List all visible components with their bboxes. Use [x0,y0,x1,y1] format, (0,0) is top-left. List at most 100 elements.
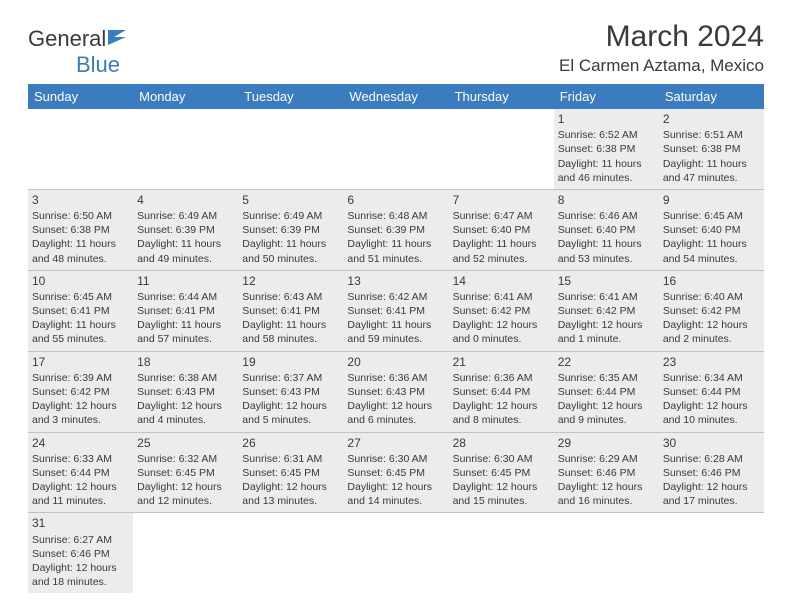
daylight-text: Daylight: 11 hours and 55 minutes. [32,318,129,346]
sunset-text: Sunset: 6:39 PM [242,223,339,237]
sunset-text: Sunset: 6:46 PM [32,547,129,561]
calendar-day-cell [238,513,343,593]
sunrise-text: Sunrise: 6:33 AM [32,452,129,466]
day-header: Monday [133,84,238,109]
sunset-text: Sunset: 6:44 PM [558,385,655,399]
calendar-day-cell: 22Sunrise: 6:35 AMSunset: 6:44 PMDayligh… [554,351,659,432]
sunrise-text: Sunrise: 6:46 AM [558,209,655,223]
daylight-text: Daylight: 12 hours and 3 minutes. [32,399,129,427]
day-number: 25 [137,435,234,451]
calendar-week-row: 10Sunrise: 6:45 AMSunset: 6:41 PMDayligh… [28,270,764,351]
sunset-text: Sunset: 6:42 PM [32,385,129,399]
location: El Carmen Aztama, Mexico [559,56,764,76]
daylight-text: Daylight: 12 hours and 4 minutes. [137,399,234,427]
sunrise-text: Sunrise: 6:31 AM [242,452,339,466]
day-number: 10 [32,273,129,289]
daylight-text: Daylight: 12 hours and 13 minutes. [242,480,339,508]
calendar-day-cell: 30Sunrise: 6:28 AMSunset: 6:46 PMDayligh… [659,432,764,513]
sunset-text: Sunset: 6:44 PM [663,385,760,399]
calendar-day-cell: 16Sunrise: 6:40 AMSunset: 6:42 PMDayligh… [659,270,764,351]
calendar-day-cell [28,109,133,189]
day-number: 28 [453,435,550,451]
sunset-text: Sunset: 6:42 PM [558,304,655,318]
sunset-text: Sunset: 6:41 PM [137,304,234,318]
calendar-day-cell: 18Sunrise: 6:38 AMSunset: 6:43 PMDayligh… [133,351,238,432]
daylight-text: Daylight: 11 hours and 58 minutes. [242,318,339,346]
day-header: Wednesday [343,84,448,109]
calendar-week-row: 1Sunrise: 6:52 AM Sunset: 6:38 PMDaylight… [28,109,764,189]
calendar-day-cell [133,513,238,593]
calendar-day-cell: 3Sunrise: 6:50 AMSunset: 6:38 PMDaylight… [28,189,133,270]
title-block: March 2024 El Carmen Aztama, Mexico [559,20,764,76]
sunrise-text: Sunrise: 6:32 AM [137,452,234,466]
day-header: Tuesday [238,84,343,109]
daylight-text: Daylight: 12 hours and 17 minutes. [663,480,760,508]
day-number: 11 [137,273,234,289]
sunrise-text: Sunrise: 6:30 AM [347,452,444,466]
sunset-text: Sunset: 6:45 PM [242,466,339,480]
day-header-row: Sunday Monday Tuesday Wednesday Thursday… [28,84,764,109]
daylight-text: Daylight: 12 hours and 18 minutes. [32,561,129,589]
day-number: 7 [453,192,550,208]
sunset-text: Sunset: 6:44 PM [453,385,550,399]
sunrise-text: Sunrise: 6:44 AM [137,290,234,304]
day-number: 5 [242,192,339,208]
daylight-text: Daylight: 12 hours and 8 minutes. [453,399,550,427]
sunrise-text: Sunrise: 6:49 AM [137,209,234,223]
day-number: 21 [453,354,550,370]
calendar-day-cell: 1Sunrise: 6:52 AMSunset: 6:38 PMDaylight… [554,109,659,189]
daylight-text: Daylight: 12 hours and 9 minutes. [558,399,655,427]
calendar-day-cell [449,109,554,189]
day-number: 19 [242,354,339,370]
sunset-text: Sunset: 6:45 PM [137,466,234,480]
calendar-week-row: 31Sunrise: 6:27 AMSunset: 6:46 PMDayligh… [28,513,764,593]
sunrise-text: Sunrise: 6:47 AM [453,209,550,223]
day-header: Saturday [659,84,764,109]
calendar-day-cell: 6Sunrise: 6:48 AMSunset: 6:39 PMDaylight… [343,189,448,270]
day-number: 3 [32,192,129,208]
logo-text: General Blue [28,26,130,78]
sunrise-text: Sunrise: 6:49 AM [242,209,339,223]
daylight-text: Daylight: 11 hours and 54 minutes. [663,237,760,265]
daylight-text: Daylight: 11 hours and 48 minutes. [32,237,129,265]
logo-flag-icon [108,26,130,52]
day-number: 23 [663,354,760,370]
sunset-text: Sunset: 6:45 PM [347,466,444,480]
daylight-text: Daylight: 11 hours and 47 minutes. [663,157,760,185]
calendar-day-cell: 10Sunrise: 6:45 AMSunset: 6:41 PMDayligh… [28,270,133,351]
sunrise-text: Sunrise: 6:27 AM [32,533,129,547]
day-number: 9 [663,192,760,208]
daylight-text: Daylight: 11 hours and 51 minutes. [347,237,444,265]
daylight-text: Daylight: 11 hours and 53 minutes. [558,237,655,265]
sunset-text: Sunset: 6:46 PM [663,466,760,480]
day-number: 8 [558,192,655,208]
day-number: 18 [137,354,234,370]
calendar-day-cell [343,513,448,593]
calendar-day-cell: 21Sunrise: 6:36 AMSunset: 6:44 PMDayligh… [449,351,554,432]
sunset-text: Sunset: 6:40 PM [558,223,655,237]
daylight-text: Daylight: 11 hours and 59 minutes. [347,318,444,346]
calendar-day-cell: 25Sunrise: 6:32 AMSunset: 6:45 PMDayligh… [133,432,238,513]
day-number: 15 [558,273,655,289]
sunrise-text: Sunrise: 6:52 AM [558,128,655,142]
calendar-day-cell [659,513,764,593]
sunrise-text: Sunrise: 6:34 AM [663,371,760,385]
sunrise-text: Sunrise: 6:51 AM [663,128,760,142]
sunset-text: Sunset: 6:38 PM [663,142,760,156]
day-number: 6 [347,192,444,208]
day-number: 1 [558,111,655,127]
daylight-text: Daylight: 12 hours and 2 minutes. [663,318,760,346]
day-number: 27 [347,435,444,451]
sunrise-text: Sunrise: 6:43 AM [242,290,339,304]
daylight-text: Daylight: 12 hours and 0 minutes. [453,318,550,346]
sunrise-text: Sunrise: 6:36 AM [453,371,550,385]
sunrise-text: Sunrise: 6:37 AM [242,371,339,385]
sunset-text: Sunset: 6:41 PM [242,304,339,318]
calendar-day-cell: 12Sunrise: 6:43 AMSunset: 6:41 PMDayligh… [238,270,343,351]
sunset-text: Sunset: 6:41 PM [32,304,129,318]
daylight-text: Daylight: 12 hours and 14 minutes. [347,480,444,508]
calendar-day-cell: 19Sunrise: 6:37 AMSunset: 6:43 PMDayligh… [238,351,343,432]
sunset-text: Sunset: 6:43 PM [347,385,444,399]
sunset-text: Sunset: 6:44 PM [32,466,129,480]
day-number: 29 [558,435,655,451]
